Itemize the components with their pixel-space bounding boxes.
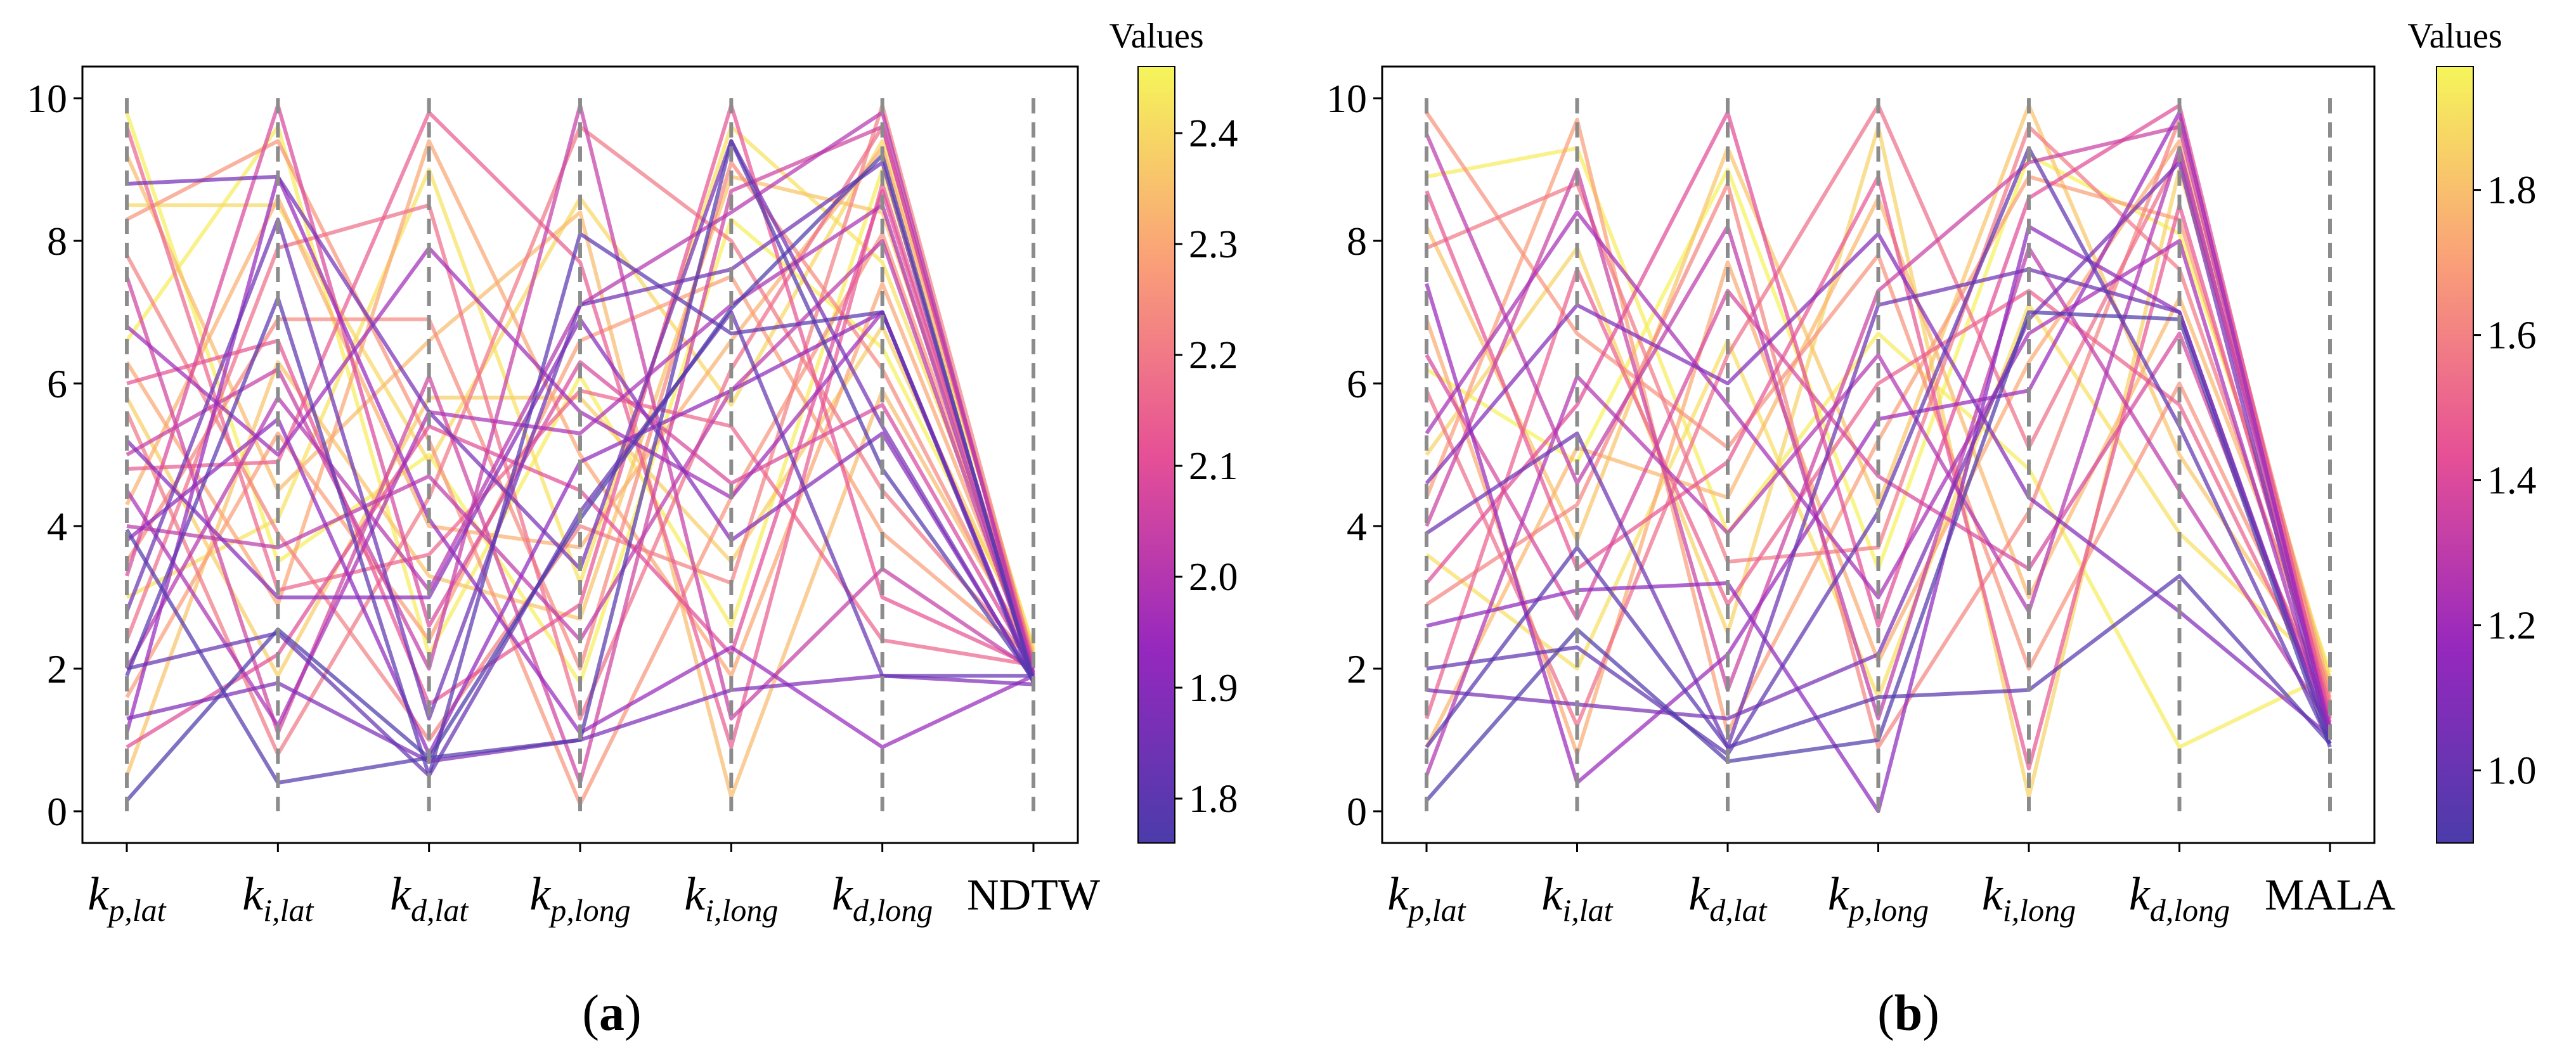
x-axis-label: kp,lat — [1387, 868, 1466, 928]
x-axis-label: kp,long — [529, 868, 630, 928]
chart-panel-a: 0 2 4 6 8 10 kp,lat ki,lat kd,lat kp,long ki,long k… — [27, 16, 1238, 1041]
panel-label: (b) — [1877, 986, 1939, 1041]
colorbar-title: Values — [1109, 16, 1203, 56]
y-tick-label: 8 — [1347, 219, 1367, 264]
x-axis-label: kd,long — [832, 868, 933, 928]
colorbar-tick-label: 1.4 — [2487, 460, 2537, 503]
x-axis-label: kp,lat — [87, 868, 166, 928]
series-line-8 — [1425, 210, 2332, 734]
x-axis-label: kd,lat — [390, 868, 469, 928]
colorbar-tick-label: 1.9 — [1189, 667, 1238, 710]
y-tick-label: 2 — [47, 646, 67, 691]
x-axis-label: ki,long — [1982, 868, 2076, 928]
colorbar-tick-label: 1.8 — [1189, 778, 1238, 821]
x-axis-label: NDTW — [967, 871, 1100, 920]
colorbar-tick-label: 2.3 — [1189, 223, 1238, 266]
x-axis-label: MALA — [2265, 871, 2396, 920]
y-tick-label: 10 — [1326, 76, 1367, 121]
colorbar-tick-label: 2.0 — [1189, 556, 1238, 599]
chart-panel-b: 0 2 4 6 8 10 kp,lat ki,lat kd,lat kp,long ki,long k… — [1326, 16, 2537, 1041]
series-line-1 — [1425, 545, 2332, 749]
x-axis-label: ki,long — [684, 868, 778, 928]
x-axis-label: kd,long — [2129, 868, 2230, 928]
colorbar-tick-label: 1.6 — [2487, 314, 2537, 357]
y-tick-label: 10 — [27, 76, 67, 121]
colorbar-tick-label: 1.0 — [2487, 750, 2537, 793]
y-tick-label: 6 — [47, 361, 67, 406]
y-tick-label: 0 — [1347, 789, 1367, 834]
panel-label: (a) — [582, 986, 641, 1041]
colorbar-tick-label: 1.8 — [2487, 169, 2537, 212]
y-tick-label: 8 — [47, 219, 67, 264]
x-axis-label: ki,lat — [242, 868, 314, 928]
y-tick-label: 6 — [1347, 361, 1367, 406]
y-tick-label: 2 — [1347, 646, 1367, 691]
x-axis-label: kp,long — [1828, 868, 1929, 928]
colorbar-tick-label: 2.2 — [1189, 334, 1238, 377]
colorbar-tick-label: 2.1 — [1189, 445, 1238, 488]
y-tick-label: 4 — [1347, 504, 1367, 549]
x-axis-label: kd,lat — [1688, 868, 1767, 928]
x-axis-label: ki,lat — [1541, 868, 1613, 928]
colorbar — [1137, 66, 1175, 844]
colorbar — [2436, 66, 2474, 844]
colorbar-tick-label: 2.4 — [1189, 112, 1238, 155]
y-tick-label: 0 — [47, 789, 67, 834]
colorbar-title: Values — [2407, 16, 2502, 56]
colorbar-tick-label: 1.2 — [2487, 605, 2537, 648]
y-tick-label: 4 — [47, 504, 67, 549]
